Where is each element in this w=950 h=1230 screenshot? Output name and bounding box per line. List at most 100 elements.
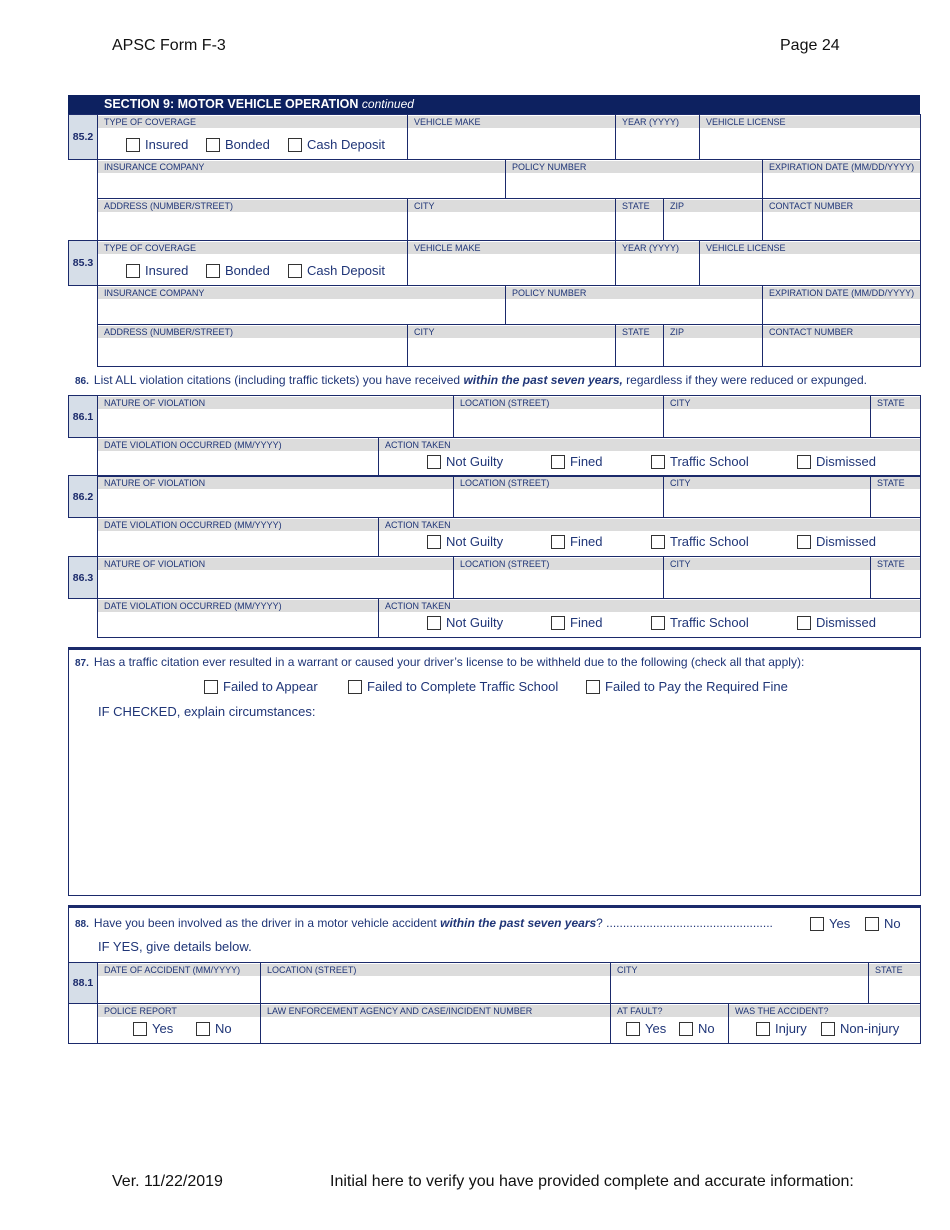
insured-checkbox[interactable]: Insured [126, 263, 188, 278]
zip-field[interactable]: ZIP [663, 324, 763, 367]
dismissed-checkbox-box[interactable] [797, 534, 811, 549]
not-guilty-checkbox[interactable]: Not Guilty [427, 454, 503, 469]
fined-checkbox[interactable]: Fined [551, 534, 603, 549]
failed-to-appear-checkbox-box[interactable] [204, 679, 218, 694]
failed-to-pay-fine-checkbox[interactable]: Failed to Pay the Required Fine [586, 679, 788, 694]
bonded-checkbox[interactable]: Bonded [206, 263, 270, 278]
dismissed-checkbox-box[interactable] [797, 615, 811, 630]
non-injury-checkbox-box[interactable] [821, 1021, 835, 1036]
date-violation-field[interactable]: DATE VIOLATION OCCURRED (MM/YYYY) [97, 598, 379, 638]
failed-to-appear-checkbox[interactable]: Failed to Appear [204, 679, 318, 694]
insurance-company-field[interactable]: INSURANCE COMPANY [97, 159, 506, 199]
not-guilty-checkbox-box[interactable] [427, 534, 441, 549]
location-field[interactable]: LOCATION (STREET) [453, 475, 664, 518]
not-guilty-checkbox[interactable]: Not Guilty [427, 534, 503, 549]
was-accident-field[interactable]: WAS THE ACCIDENT? [728, 1003, 921, 1044]
year-field[interactable]: YEAR (YYYY) [615, 240, 700, 286]
traffic-school-checkbox-box[interactable] [651, 454, 665, 469]
city-field[interactable]: CITY [663, 475, 871, 518]
traffic-school-checkbox[interactable]: Traffic School [651, 534, 749, 549]
state-field[interactable]: STATE [870, 475, 921, 518]
nature-of-violation-field[interactable]: NATURE OF VIOLATION [97, 475, 454, 518]
city-field[interactable]: CITY [407, 324, 616, 367]
not-guilty-checkbox[interactable]: Not Guilty [427, 615, 503, 630]
cash-deposit-checkbox[interactable]: Cash Deposit [288, 137, 385, 152]
dismissed-checkbox[interactable]: Dismissed [797, 454, 876, 469]
policy-number-field[interactable]: POLICY NUMBER [505, 285, 763, 325]
fined-checkbox[interactable]: Fined [551, 615, 603, 630]
at-fault-no-checkbox[interactable]: No [679, 1021, 715, 1036]
insured-checkbox[interactable]: Insured [126, 137, 188, 152]
location-field[interactable]: LOCATION (STREET) [453, 395, 664, 438]
date-violation-field[interactable]: DATE VIOLATION OCCURRED (MM/YYYY) [97, 517, 379, 557]
cash-deposit-checkbox-box[interactable] [288, 137, 302, 152]
nature-of-violation-field[interactable]: NATURE OF VIOLATION [97, 395, 454, 438]
at-fault-field[interactable]: AT FAULT? [610, 1003, 729, 1044]
at-fault-yes-checkbox[interactable]: Yes [626, 1021, 666, 1036]
action-taken-field[interactable]: ACTION TAKEN [378, 598, 921, 638]
non-injury-checkbox[interactable]: Non-injury [821, 1021, 899, 1036]
accident-yes-checkbox[interactable]: Yes [810, 916, 850, 931]
state-field[interactable]: STATE [615, 198, 664, 241]
explanation-area[interactable] [80, 722, 908, 887]
accident-no-checkbox-box[interactable] [865, 916, 879, 931]
address-field[interactable]: ADDRESS (NUMBER/STREET) [97, 198, 408, 241]
city-field[interactable]: CITY [407, 198, 616, 241]
traffic-school-checkbox[interactable]: Traffic School [651, 454, 749, 469]
insured-checkbox-box[interactable] [126, 137, 140, 152]
year-field[interactable]: YEAR (YYYY) [615, 114, 700, 160]
contact-number-field[interactable]: CONTACT NUMBER [762, 324, 921, 367]
zip-field[interactable]: ZIP [663, 198, 763, 241]
failed-traffic-school-checkbox-box[interactable] [348, 679, 362, 694]
police-report-field[interactable]: POLICE REPORT [97, 1003, 261, 1044]
city-field[interactable]: CITY [663, 556, 871, 599]
date-violation-field[interactable]: DATE VIOLATION OCCURRED (MM/YYYY) [97, 437, 379, 477]
law-enforcement-agency-field[interactable]: LAW ENFORCEMENT AGENCY AND CASE/INCIDENT… [260, 1003, 611, 1044]
vehicle-license-field[interactable]: VEHICLE LICENSE [699, 114, 921, 160]
policy-number-field[interactable]: POLICY NUMBER [505, 159, 763, 199]
at-fault-yes-checkbox-box[interactable] [626, 1021, 640, 1036]
cash-deposit-checkbox-box[interactable] [288, 263, 302, 278]
bonded-checkbox-box[interactable] [206, 137, 220, 152]
insurance-company-field[interactable]: INSURANCE COMPANY [97, 285, 506, 325]
injury-checkbox-box[interactable] [756, 1021, 770, 1036]
accident-state-field[interactable]: STATE [868, 962, 921, 1004]
fined-checkbox-box[interactable] [551, 454, 565, 469]
dismissed-checkbox[interactable]: Dismissed [797, 534, 876, 549]
fined-checkbox-box[interactable] [551, 534, 565, 549]
vehicle-make-field[interactable]: VEHICLE MAKE [407, 114, 616, 160]
at-fault-no-checkbox-box[interactable] [679, 1021, 693, 1036]
accident-no-checkbox[interactable]: No [865, 916, 901, 931]
traffic-school-checkbox-box[interactable] [651, 615, 665, 630]
police-report-no-checkbox-box[interactable] [196, 1021, 210, 1036]
fined-checkbox-box[interactable] [551, 615, 565, 630]
action-taken-field[interactable]: ACTION TAKEN [378, 437, 921, 477]
not-guilty-checkbox-box[interactable] [427, 454, 441, 469]
fined-checkbox[interactable]: Fined [551, 454, 603, 469]
failed-traffic-school-checkbox[interactable]: Failed to Complete Traffic School [348, 679, 558, 694]
state-field[interactable]: STATE [615, 324, 664, 367]
address-field[interactable]: ADDRESS (NUMBER/STREET) [97, 324, 408, 367]
police-report-no-checkbox[interactable]: No [196, 1021, 232, 1036]
police-report-yes-checkbox-box[interactable] [133, 1021, 147, 1036]
insured-checkbox-box[interactable] [126, 263, 140, 278]
date-of-accident-field[interactable]: DATE OF ACCIDENT (MM/YYYY) [97, 962, 261, 1004]
nature-of-violation-field[interactable]: NATURE OF VIOLATION [97, 556, 454, 599]
contact-number-field[interactable]: CONTACT NUMBER [762, 198, 921, 241]
vehicle-license-field[interactable]: VEHICLE LICENSE [699, 240, 921, 286]
vehicle-make-field[interactable]: VEHICLE MAKE [407, 240, 616, 286]
state-field[interactable]: STATE [870, 395, 921, 438]
police-report-yes-checkbox[interactable]: Yes [133, 1021, 173, 1036]
traffic-school-checkbox-box[interactable] [651, 534, 665, 549]
dismissed-checkbox[interactable]: Dismissed [797, 615, 876, 630]
state-field[interactable]: STATE [870, 556, 921, 599]
injury-checkbox[interactable]: Injury [756, 1021, 807, 1036]
city-field[interactable]: CITY [663, 395, 871, 438]
not-guilty-checkbox-box[interactable] [427, 615, 441, 630]
bonded-checkbox[interactable]: Bonded [206, 137, 270, 152]
expiration-date-field[interactable]: EXPIRATION DATE (MM/DD/YYYY) [762, 159, 921, 199]
cash-deposit-checkbox[interactable]: Cash Deposit [288, 263, 385, 278]
location-field[interactable]: LOCATION (STREET) [453, 556, 664, 599]
expiration-date-field[interactable]: EXPIRATION DATE (MM/DD/YYYY) [762, 285, 921, 325]
accident-yes-checkbox-box[interactable] [810, 916, 824, 931]
